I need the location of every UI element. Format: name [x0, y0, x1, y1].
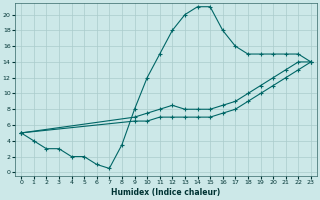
X-axis label: Humidex (Indice chaleur): Humidex (Indice chaleur) — [111, 188, 221, 197]
